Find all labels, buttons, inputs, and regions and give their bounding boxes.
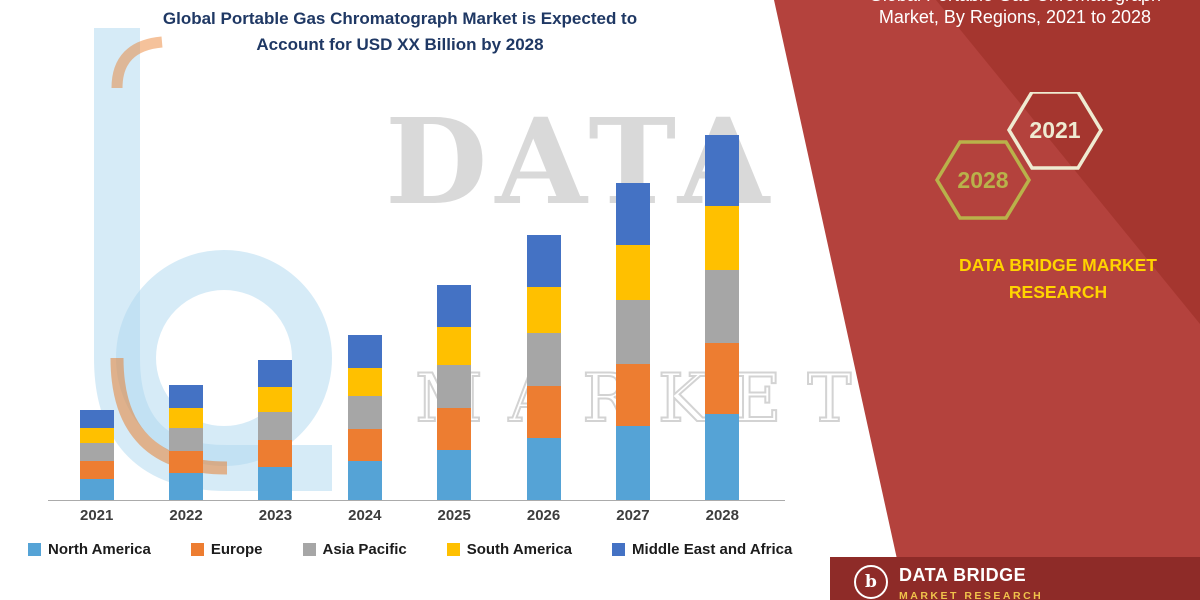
bar-segment-europe (437, 407, 472, 450)
legend-swatch (446, 542, 460, 556)
bar-2027 (615, 110, 650, 500)
legend-swatch (190, 542, 204, 556)
bar-segment-asia-pacific (705, 270, 740, 344)
panel-heading-line2: Market, By Regions, 2021 to 2028 (878, 7, 1152, 27)
year-hexagons: 2028 2021 (928, 90, 1118, 232)
bar-segment-asia-pacific (258, 411, 293, 440)
x-axis-label-2027: 2027 (616, 507, 650, 524)
footer-brand-block: DATA BRIDGE MARKET RESEARCH (899, 565, 1043, 600)
bar-segment-middle-east-and-africa (705, 134, 740, 207)
x-axis-label-2025: 2025 (437, 507, 471, 524)
bar-segment-middle-east-and-africa (169, 385, 204, 408)
bar-segment-south-america (526, 286, 561, 333)
x-axis-label-2021: 2021 (80, 507, 114, 524)
bar-segment-north-america (258, 467, 293, 500)
bar-segment-north-america (437, 449, 472, 500)
legend-label: Middle East and Africa (632, 540, 793, 558)
bar-segment-north-america (347, 461, 382, 500)
chart-title-line1: Global Portable Gas Chromatograph Market… (162, 9, 638, 28)
legend-label: South America (466, 540, 573, 558)
x-axis-label-2023: 2023 (258, 507, 293, 524)
brand-text-line2: RESEARCH (1008, 282, 1108, 302)
footer-brand-sub: MARKET RESEARCH (899, 590, 1044, 600)
bar-segment-europe (705, 343, 740, 415)
bar-segment-south-america (615, 244, 650, 301)
footer-logo-bar: b DATA BRIDGE MARKET RESEARCH (830, 557, 1200, 600)
bar-segment-north-america (615, 425, 650, 500)
bar-segment-europe (615, 363, 650, 426)
bar-segment-europe (169, 450, 204, 473)
bar-2028 (705, 110, 740, 500)
legend-item-europe: Europe (190, 540, 263, 558)
hexagon-2021-label: 2021 (1029, 117, 1080, 143)
bar-2022 (169, 110, 204, 500)
hexagon-2021 (1006, 90, 1104, 170)
bar-2025 (437, 110, 472, 500)
bar-segment-europe (347, 429, 382, 462)
legend-item-north-america: North America (28, 541, 151, 558)
bar-2026 (526, 110, 561, 500)
legend-label: North America (48, 540, 151, 558)
legend-swatch (28, 542, 41, 556)
bar-segment-middle-east-and-africa (258, 359, 293, 388)
bar-segment-middle-east-and-africa (347, 335, 382, 368)
brand-text-line1: DATA BRIDGE MARKET (959, 255, 1157, 275)
bar-segment-europe (79, 461, 114, 479)
panel-heading-line1: Global Portable Gas Chromatograph (840, 0, 1190, 6)
bar-segment-south-america (705, 206, 740, 271)
bar-segment-north-america (79, 478, 114, 500)
bar-segment-asia-pacific (169, 427, 204, 451)
bar-segment-middle-east-and-africa (79, 410, 114, 428)
bar-segment-south-america (258, 387, 293, 412)
bar-segment-asia-pacific (79, 443, 114, 462)
footer-brand-name: DATA BRIDGE (899, 565, 1027, 585)
bar-segment-south-america (79, 427, 114, 444)
x-axis-label-2024: 2024 (348, 507, 382, 524)
hexagon-2028 (934, 140, 1032, 220)
legend-label: Europe (210, 540, 263, 558)
bar-segment-middle-east-and-africa (615, 183, 650, 245)
legend-item-south-america: South America (446, 540, 573, 558)
bar-segment-south-america (347, 367, 382, 397)
bars-row (52, 110, 767, 500)
bar-segment-north-america (169, 473, 204, 500)
legend-item-asia-pacific: Asia Pacific (302, 540, 407, 558)
data-bridge-logo-icon: b (854, 565, 888, 599)
bar-segment-asia-pacific (437, 364, 472, 408)
x-axis-label-2022: 2022 (169, 507, 203, 524)
bar-segment-middle-east-and-africa (437, 284, 472, 327)
bar-segment-south-america (437, 326, 472, 365)
bar-segment-middle-east-and-africa (526, 234, 561, 287)
x-axis-label-2026: 2026 (526, 507, 561, 524)
panel-heading: Global Portable Gas Chromatograph Market… (840, 0, 1190, 28)
bar-segment-north-america (526, 437, 561, 500)
chart-title-line2: Account for USD XX Billion by 2028 (256, 35, 544, 54)
bar-segment-north-america (705, 414, 740, 500)
x-axis-label-2028: 2028 (705, 507, 739, 524)
bar-2024 (347, 110, 382, 500)
x-axis-line (48, 499, 785, 501)
x-axis-labels: 2021 2022 2023 2024 2025 2026 2027 2028 (52, 507, 767, 524)
legend-label: Asia Pacific (322, 540, 407, 558)
bar-segment-asia-pacific (615, 300, 650, 364)
logo-monogram: b (865, 572, 877, 592)
bar-segment-europe (526, 385, 561, 438)
bar-chart-plot: 2021 2022 2023 2024 2025 2026 2027 2028 (48, 110, 785, 524)
bar-segment-asia-pacific (526, 332, 561, 386)
bar-segment-europe (258, 439, 293, 468)
brand-text: DATA BRIDGE MARKET RESEARCH (938, 252, 1178, 306)
bar-2023 (258, 110, 293, 500)
bar-segment-south-america (169, 407, 204, 428)
hexagon-2028-label: 2028 (957, 167, 1008, 193)
bar-segment-asia-pacific (347, 396, 382, 430)
legend-swatch (302, 542, 316, 556)
chart-title: Global Portable Gas Chromatograph Market… (70, 6, 730, 58)
bar-2021 (79, 110, 114, 500)
legend-swatch (612, 542, 626, 556)
legend-item-middle-east-and-africa: Middle East and Africa (612, 541, 792, 558)
chart-legend: North America Europe Asia Pacific South Ame… (28, 538, 792, 560)
